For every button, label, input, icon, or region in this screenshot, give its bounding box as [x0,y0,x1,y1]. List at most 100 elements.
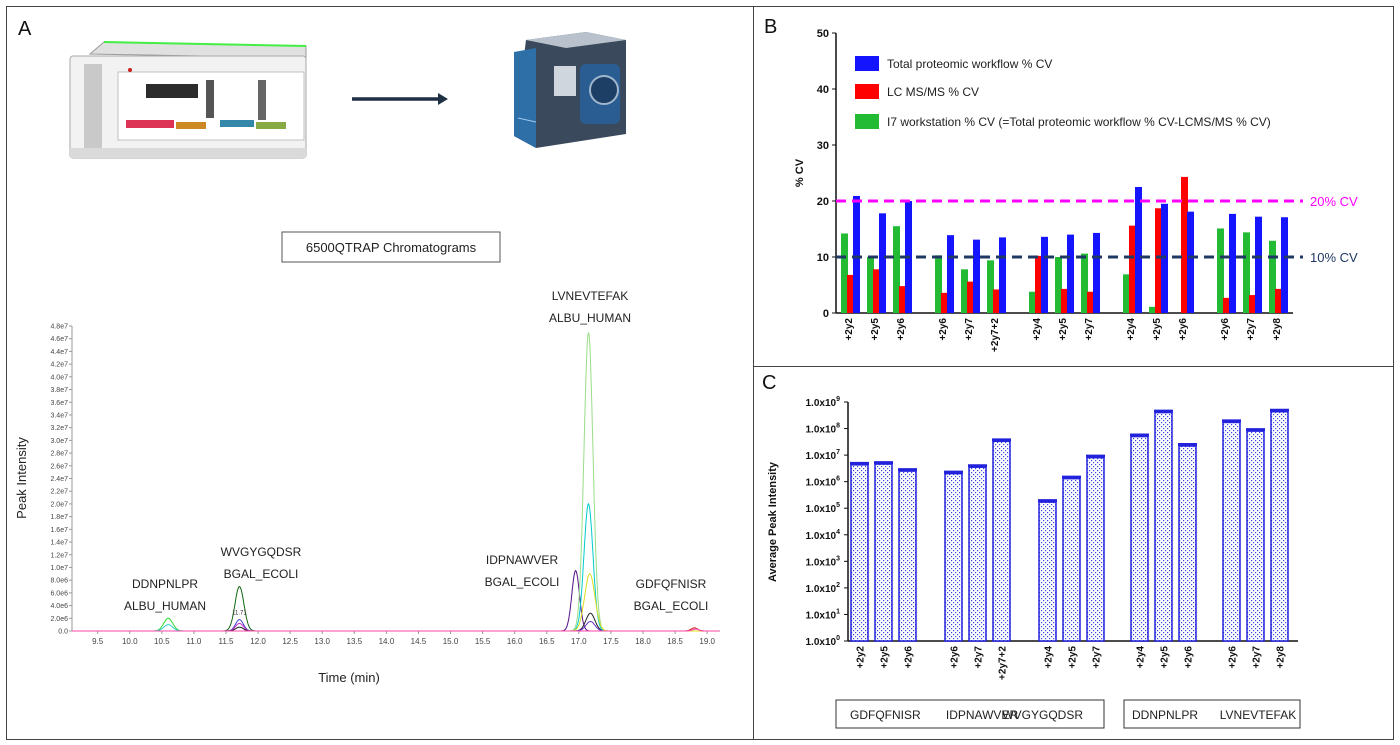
cv-y-tick-label: 10 [817,252,829,264]
int-bar [1270,410,1289,642]
cv-x-tick-label: +2y6 [1178,318,1189,341]
cv-x-tick-label: +2y5 [1152,318,1163,341]
int-y-tick-exponent: 1 [836,608,840,615]
cv-legend-swatch [855,84,879,99]
cv-x-tick-label: +2y5 [870,318,881,341]
cv-y-tick-label: 40 [817,84,829,96]
int-y-tick-mantissa: 1.0x10 [806,425,837,436]
int-x-tick-label: +2y8 [1276,646,1287,669]
cv-y-tick-label: 30 [817,140,829,152]
chromatogram-title-box [281,231,501,263]
chromatogram-y-tick-label: 4.6e7 [50,336,68,343]
cv-bar [947,235,954,313]
intensity-bar-chart: 1.0x1001.0x1011.0x1021.0x1031.0x1041.0x1… [767,396,1301,729]
cv-legend-label: Total proteomic workflow % CV [887,57,1052,71]
int-y-label: Average Peak Intensity [767,461,779,582]
cv-bar [1041,236,1048,313]
chromatogram-x-tick-label: 17.5 [603,637,619,646]
mass-spectrometer-icon [514,32,626,148]
panel-c-label: C [762,372,777,394]
int-x-tick-label: +2y6 [1184,646,1195,669]
int-y-tick-exponent: 9 [836,396,840,403]
cv-bar [967,281,974,313]
cv-bar [1055,257,1062,313]
int-x-tick-label: +2y6 [1228,646,1239,669]
cv-bar [1229,213,1236,313]
chromatogram-y-tick-label: 4.2e7 [50,362,68,369]
chromatogram-x-tick-label: 11.0 [186,637,202,646]
chromatogram-y-tick-label: 3.2e7 [50,425,68,432]
int-y-tick-exponent: 3 [836,555,840,562]
cv-y-label: % CV [794,158,806,187]
int-x-tick-label: +2y7+2 [998,646,1009,680]
chromatogram-x-tick-label: 16.5 [539,637,555,646]
int-x-tick-label: +2y5 [1068,646,1079,669]
cv-bar [1187,211,1194,313]
int-x-tick-label: +2y7 [1252,646,1263,669]
cv-y-tick-label: 20 [817,196,829,208]
peptide-box-label: LVNEVTEFAK [1220,708,1296,722]
peptide-annotation-name: DDNPNLPR [132,577,198,591]
int-y-tick-exponent: 6 [836,476,840,483]
cv-bar [1217,228,1224,313]
cv-bar [1135,187,1142,313]
chromatogram-x-tick-label: 13.0 [314,637,330,646]
cv-x-tick-label: +2y7 [1246,318,1257,341]
int-bar [874,463,893,642]
int-bar [1154,411,1173,642]
cv-x-tick-label: +2y4 [1032,318,1043,341]
int-x-tick-label: +2y2 [856,646,867,669]
right-arrow-icon [352,93,448,105]
cv-x-tick-label: +2y7 [964,318,975,341]
int-bar [898,470,917,642]
chromatogram-y-tick-label: 3.8e7 [50,387,68,394]
cv-bar [1255,216,1262,313]
cv-legend-swatch [855,114,879,129]
chromatogram-x-tick-label: 12.0 [250,637,266,646]
int-y-tick-label: 1.0x107 [806,449,841,462]
cv-x-tick-label: +2y8 [1272,318,1283,341]
chromatogram-x-tick-label: 13.5 [347,637,363,646]
chromatogram-y-tick-label: 1.8e7 [50,514,68,521]
int-bar [1062,477,1081,642]
int-bar [1086,456,1105,642]
int-y-tick-label: 1.0x108 [806,423,841,436]
int-y-tick-label: 1.0x102 [806,582,841,595]
cv-bar [1269,240,1276,313]
int-x-tick-label: +2y4 [1136,646,1147,669]
cv-x-tick-label: +2y7+2 [990,318,1001,352]
cv-bar [961,269,968,313]
int-y-tick-mantissa: 1.0x10 [806,504,837,515]
chromatogram-y-tick-label: 0.0 [58,629,68,636]
liquid-handler-workstation-icon [69,41,307,159]
peptide-box-1 [835,699,1105,729]
int-y-tick-exponent: 7 [836,449,840,456]
int-y-tick-exponent: 2 [836,582,840,589]
chromatogram-y-tick-label: 4.0e6 [50,603,68,610]
peptide-box-label: WVGYGQDSR [1002,708,1083,722]
peptide-annotation-name: IDPNAWVER [486,553,559,567]
cv-bar [1093,232,1100,313]
chromatogram-y-tick-label: 3.6e7 [50,400,68,407]
chromatogram-x-tick-label: 16.0 [507,637,523,646]
cv-bar [847,274,854,313]
int-y-tick-label: 1.0x104 [806,529,841,542]
chromatogram-y-tick-label: 6.0e6 [50,590,68,597]
cv-reference-label: 20% CV [1310,194,1358,209]
peptide-annotation-protein: ALBU_HUMAN [124,599,206,613]
int-y-tick-mantissa: 1.0x10 [806,478,837,489]
peptide-annotation-protein: ALBU_HUMAN [549,311,631,325]
chromatogram-x-tick-label: 15.5 [475,637,491,646]
chromatogram-x-tick-label: 9.5 [92,637,104,646]
chromatogram-x-tick-label: 14.5 [411,637,427,646]
chromatogram-x-tick-label: 17.0 [571,637,587,646]
chromatogram-y-tick-label: 1.4e7 [50,540,68,547]
cv-x-tick-label: +2y6 [1220,318,1231,341]
cv-bar [1223,297,1230,313]
cv-bar [1035,255,1042,313]
chromatogram-x-tick-label: 12.5 [282,637,298,646]
chromatogram-y-tick-label: 2.4e7 [50,476,68,483]
chromatogram-title: 6500QTRAP Chromatograms [306,240,477,255]
cv-bar [1243,232,1250,313]
int-x-tick-label: +2y5 [880,646,891,669]
